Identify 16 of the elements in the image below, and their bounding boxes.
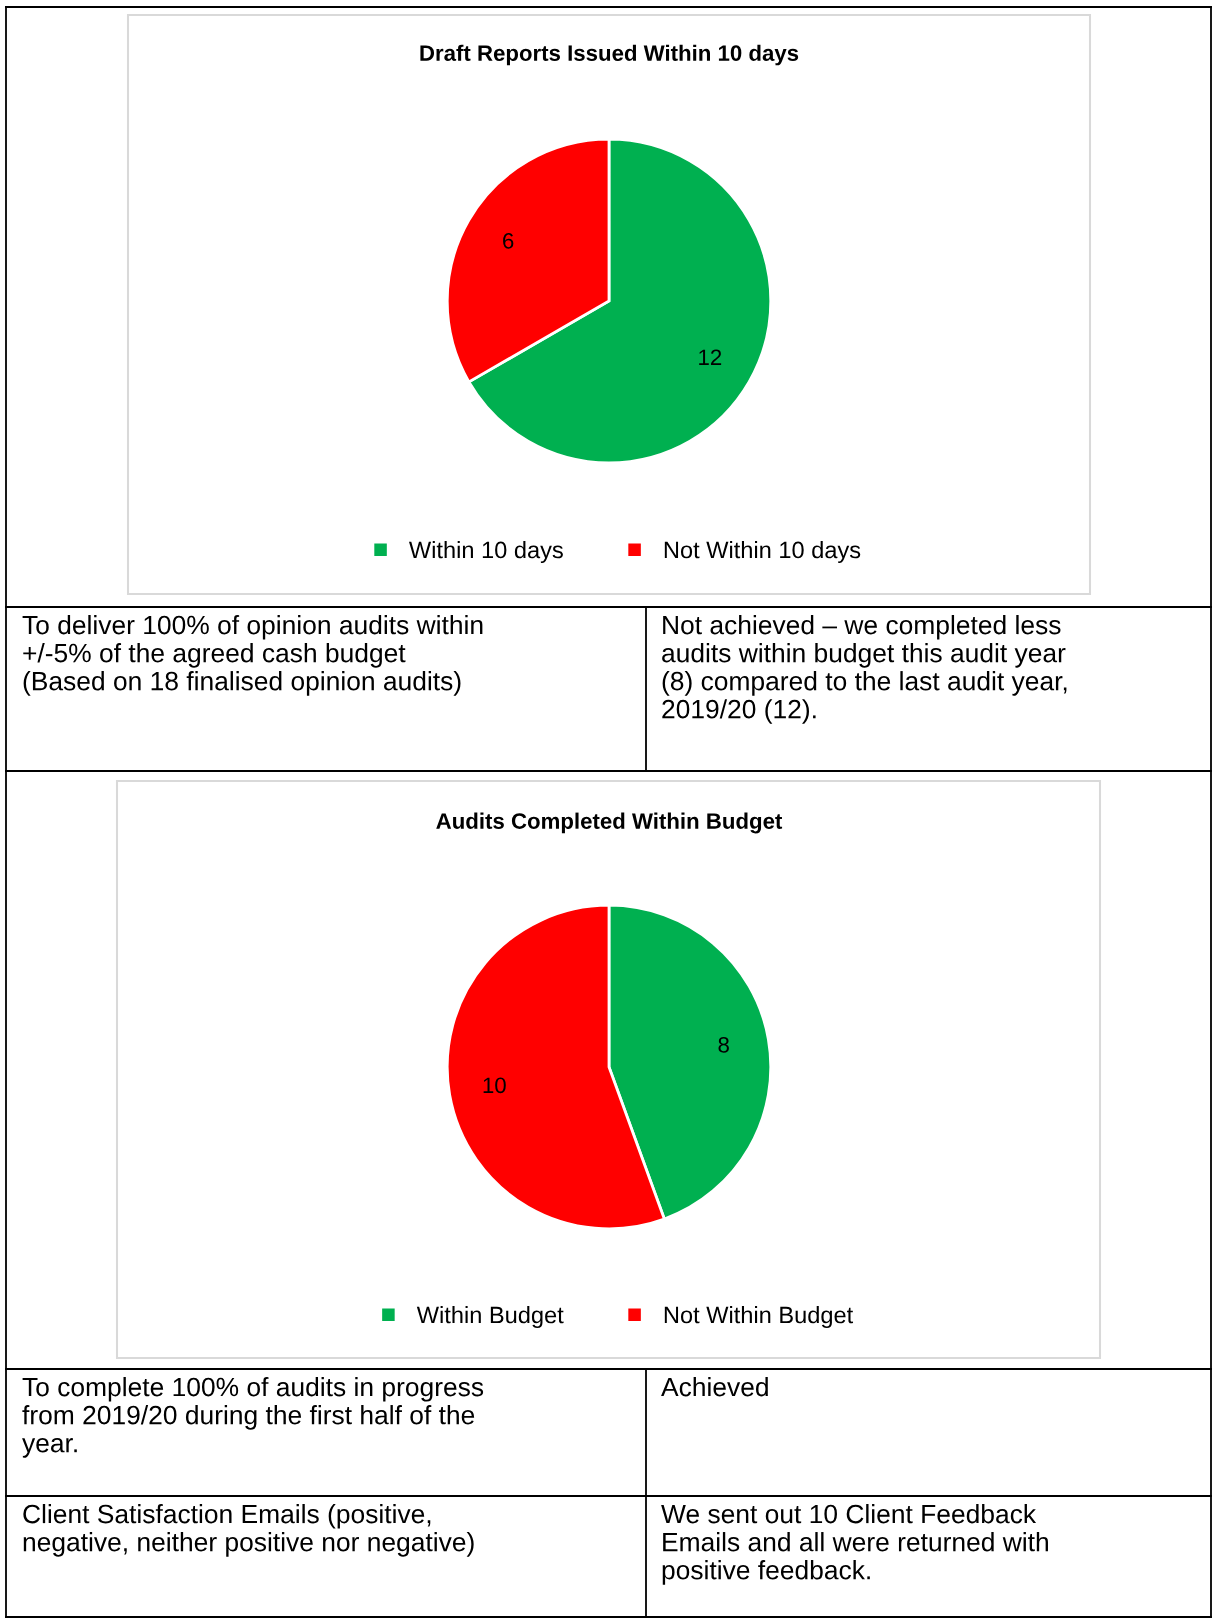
text: To deliver 100% of opinion audits within +/-5% of the agreed cash budget (Based on 18 finalised opinion audits) [22,615,483,696]
data-label: 10 [483,1077,506,1094]
legend-label: Within 10 days [408,540,563,564]
text: We sent out 10 Client Feedback Emails and all were returned with positive feedback. [661,1504,1048,1585]
text: Not achieved – we completed less audits within budget this audit year (8) compared to the last audit year, 2019/20 (12). [662,615,1067,724]
chart-title: Audits Completed Within Budget [436,812,783,834]
text: Achieved [661,1377,768,1397]
data-label: 8 [718,1037,729,1053]
data-label: 12 [699,349,722,365]
text: Client Satisfaction Emails (positive, negative, neither positive nor negative) [23,1504,474,1557]
chart-title: Draft Reports Issued Within 10 days [420,44,799,66]
text: To complete 100% of audits in progress from 2019/20 during the first half of the year. [22,1377,484,1458]
legend-label: Not Within 10 days [664,540,861,564]
data-label: 6 [503,232,514,249]
legend-label: Within Budget [416,1305,564,1329]
legend-label: Not Within Budget [664,1305,854,1329]
